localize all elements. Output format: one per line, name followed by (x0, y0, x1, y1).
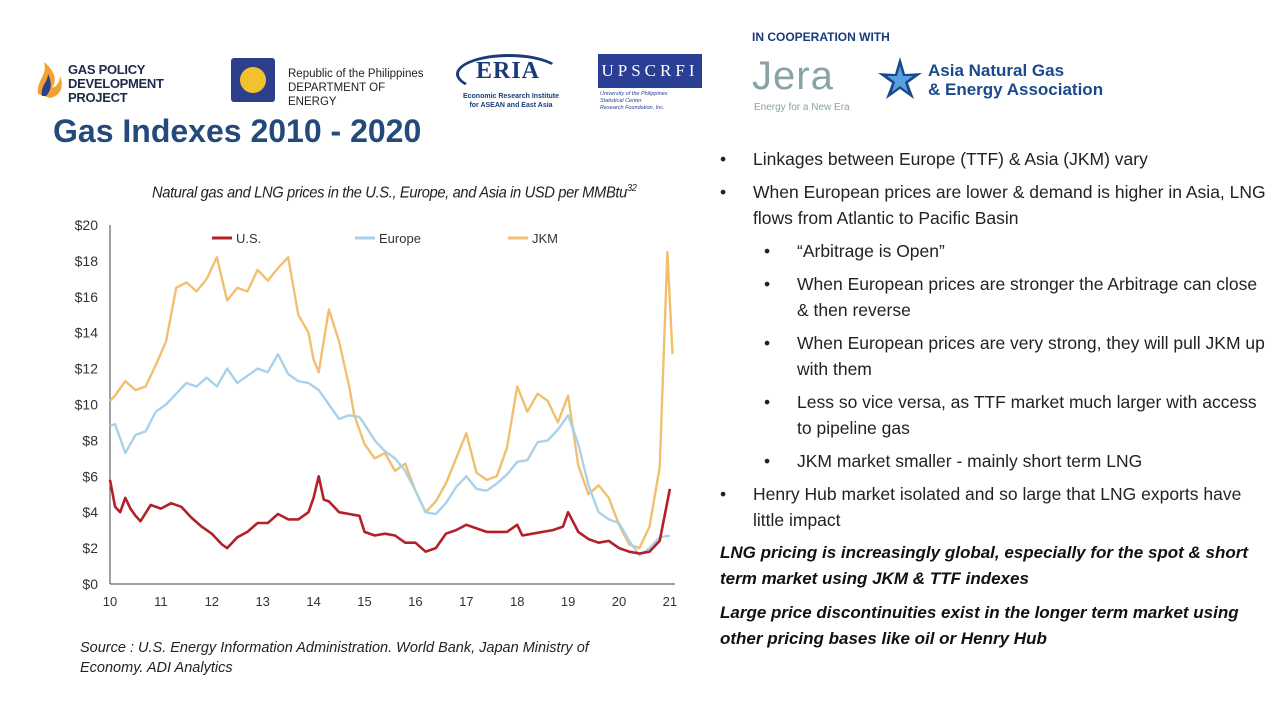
upscrfi-logo: UPSCRFI University of the Philippines St… (598, 54, 704, 114)
chart-title-text: Natural gas and LNG prices in the U.S., … (152, 184, 627, 202)
series-line-europe (109, 352, 671, 557)
angea-line2: & Energy Association (928, 80, 1104, 99)
legend-label: U.S. (236, 231, 261, 246)
bullet-item: “Arbitrage is Open” (718, 238, 1270, 264)
y-tick-label: $2 (82, 540, 98, 556)
bullet-item: Henry Hub market isolated and so large t… (718, 481, 1270, 533)
y-tick-label: $14 (75, 325, 99, 341)
doe-line1: Republic of the Philippines (288, 68, 424, 80)
bullet-item: When European prices are stronger the Ar… (718, 271, 1270, 323)
y-tick-label: $18 (75, 253, 99, 269)
bullet-item: JKM market smaller - mainly short term L… (718, 448, 1270, 474)
source-note: Source : U.S. Energy Information Adminis… (80, 640, 589, 676)
gas-policy-logo: GAS POLICY DEVELOPMENT PROJECT (34, 58, 204, 105)
x-tick-label: 16 (408, 594, 422, 609)
x-tick-label: 10 (103, 594, 117, 609)
upscrfi-sub3: Research Foundation, Inc. (600, 105, 665, 111)
bullet-item: Less so vice versa, as TTF market much l… (718, 389, 1270, 441)
x-tick-label: 15 (357, 594, 371, 609)
eria-sub1: Economic Research Institute (462, 93, 560, 100)
x-tick-label: 13 (255, 594, 269, 609)
y-tick-label: $20 (75, 217, 99, 233)
y-tick-label: $16 (75, 289, 99, 305)
logo-bar: GAS POLICY DEVELOPMENT PROJECT Republic … (0, 0, 1280, 120)
doe-seal-icon (231, 58, 275, 102)
angea-line1: Asia Natural Gas (928, 61, 1065, 80)
emphasis-note: Large price discontinuities exist in the… (720, 603, 1239, 648)
series-line-us (108, 474, 672, 555)
eria-logo: ERIA Economic Research Institute for ASE… (456, 54, 566, 114)
upscrfi-word: UPSCRFI (598, 54, 702, 88)
chart-title-superscript: 32 (626, 183, 637, 194)
y-tick-label: $4 (82, 504, 98, 520)
page-title: Gas Indexes 2010 - 2020 (53, 113, 422, 149)
y-tick-label: $0 (82, 576, 98, 592)
cooperation-label: IN COOPERATION WITH (752, 30, 890, 44)
bullet-item: When European prices are very strong, th… (718, 330, 1270, 382)
eria-swoosh-icon (456, 54, 562, 94)
x-tick-label: 21 (663, 594, 677, 609)
bullet-item: When European prices are lower & demand … (718, 179, 1270, 231)
star-icon (878, 57, 922, 99)
upscrfi-sub1: University of the Philippines (600, 91, 668, 97)
eria-word: ERIA (476, 58, 541, 84)
price-chart: $0 $2 $4 $6 $8 $10 $12 $14 $16 $18 $20 10 11 12 13 14 15… (75, 217, 678, 609)
gas-policy-line2: DEVELOPMENT PROJECT (68, 76, 164, 105)
y-tick-label: $6 (82, 468, 98, 484)
legend-label: JKM (532, 231, 558, 246)
y-tick-label: $10 (75, 397, 99, 413)
gas-policy-line1: GAS POLICY (68, 62, 146, 77)
jera-sub: Energy for a New Era (754, 102, 850, 113)
bullet-item: Linkages between Europe (TTF) & Asia (JK… (718, 146, 1270, 172)
jera-word: Jera (752, 54, 834, 98)
x-tick-label: 17 (459, 594, 473, 609)
legend-label: Europe (379, 231, 421, 246)
flame-icon (37, 62, 62, 98)
x-tick-label: 11 (154, 594, 168, 609)
x-tick-label: 20 (612, 594, 626, 609)
doe-logo: Republic of the Philippines DEPARTMENT O… (231, 58, 431, 108)
y-tick-label: $8 (82, 432, 98, 448)
y-tick-label: $12 (75, 361, 99, 377)
eria-sub2: for ASEAN and East Asia (469, 102, 553, 109)
angea-logo: Asia Natural Gas & Energy Association (876, 56, 1116, 106)
jera-logo: Jera Energy for a New Era (752, 54, 862, 118)
x-tick-label: 12 (205, 594, 219, 609)
upscrfi-sub2: Statistical Center (600, 98, 642, 104)
emphasis-note: LNG pricing is increasingly global, espe… (720, 543, 1249, 588)
x-tick-label: 18 (510, 594, 524, 609)
series-line-jkm (109, 250, 674, 550)
chart-title: Natural gas and LNG prices in the U.S., … (152, 183, 637, 202)
x-tick-label: 14 (306, 594, 320, 609)
x-tick-label: 19 (561, 594, 575, 609)
doe-line2: DEPARTMENT OF ENERGY (288, 82, 386, 108)
bullet-list: Linkages between Europe (TTF) & Asia (JK… (718, 146, 1270, 660)
